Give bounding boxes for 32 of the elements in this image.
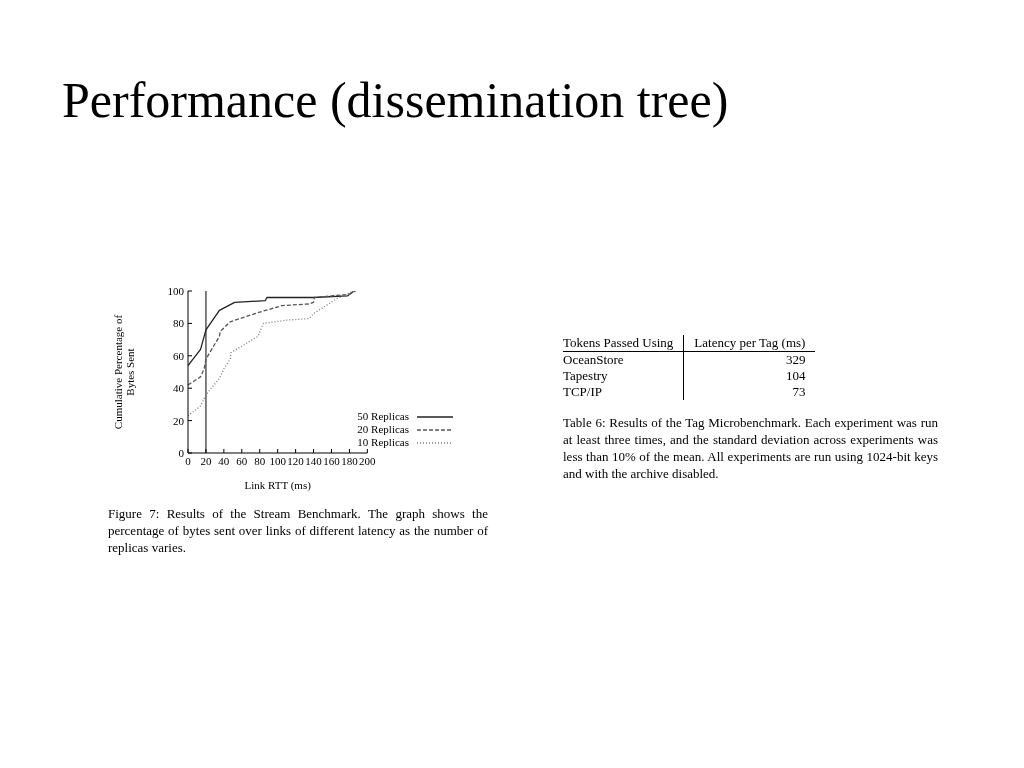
x-tick-label: 120	[287, 454, 305, 467]
legend-label: 10 Replicas	[357, 436, 409, 449]
data-label: 73	[791, 384, 807, 400]
x-tick-label: 80	[254, 454, 266, 467]
y-axis-title: Cumulative Percentage of Bytes Sent	[112, 314, 136, 430]
x-tick-label: 180	[341, 454, 359, 467]
y-tick-label: 40	[173, 382, 185, 395]
text: Tokens Passed Using	[563, 335, 684, 352]
data-label: 104	[784, 368, 807, 384]
x-axis-title: Link RTT (ms)	[244, 479, 312, 492]
category-label: Tapestry	[563, 368, 684, 384]
y-tick-label: 100	[167, 284, 185, 297]
x-tick-label: 200	[359, 454, 377, 467]
chart-title: Performance (dissemination tree)	[62, 71, 729, 130]
y-tick-label: 20	[173, 414, 185, 427]
y-tick-label: 60	[173, 349, 185, 362]
x-tick-label: 160	[323, 454, 341, 467]
legend-label: 50 Replicas	[357, 410, 409, 423]
caption: Table 6: Results of the Tag Microbenchmark. Each experiment was run at least three times, and the standard deviation across experiments was less than 10% of the mean. All experiments are run using 1024-bit keys and with the archive disabled.	[563, 414, 938, 482]
data-label: 329	[784, 351, 807, 368]
x-tick-label: 40	[218, 454, 230, 467]
category-label: TCP/IP	[563, 384, 684, 400]
y-tick-label: 80	[173, 317, 185, 330]
legend-label: 20 Replicas	[357, 423, 409, 436]
x-tick-label: 60	[236, 454, 248, 467]
y-tick-label: 0	[178, 446, 185, 459]
text: Latency per Tag (ms)	[683, 335, 816, 352]
x-tick-label: 100	[269, 454, 287, 467]
category-label: OceanStore	[563, 351, 684, 368]
caption: Figure 7: Results of the Stream Benchmark. The graph shows the percentage of bytes sent over links of different latency as the number of replicas varies.	[108, 505, 488, 556]
x-tick-label: 140	[305, 454, 323, 467]
x-tick-label: 20	[200, 454, 212, 467]
